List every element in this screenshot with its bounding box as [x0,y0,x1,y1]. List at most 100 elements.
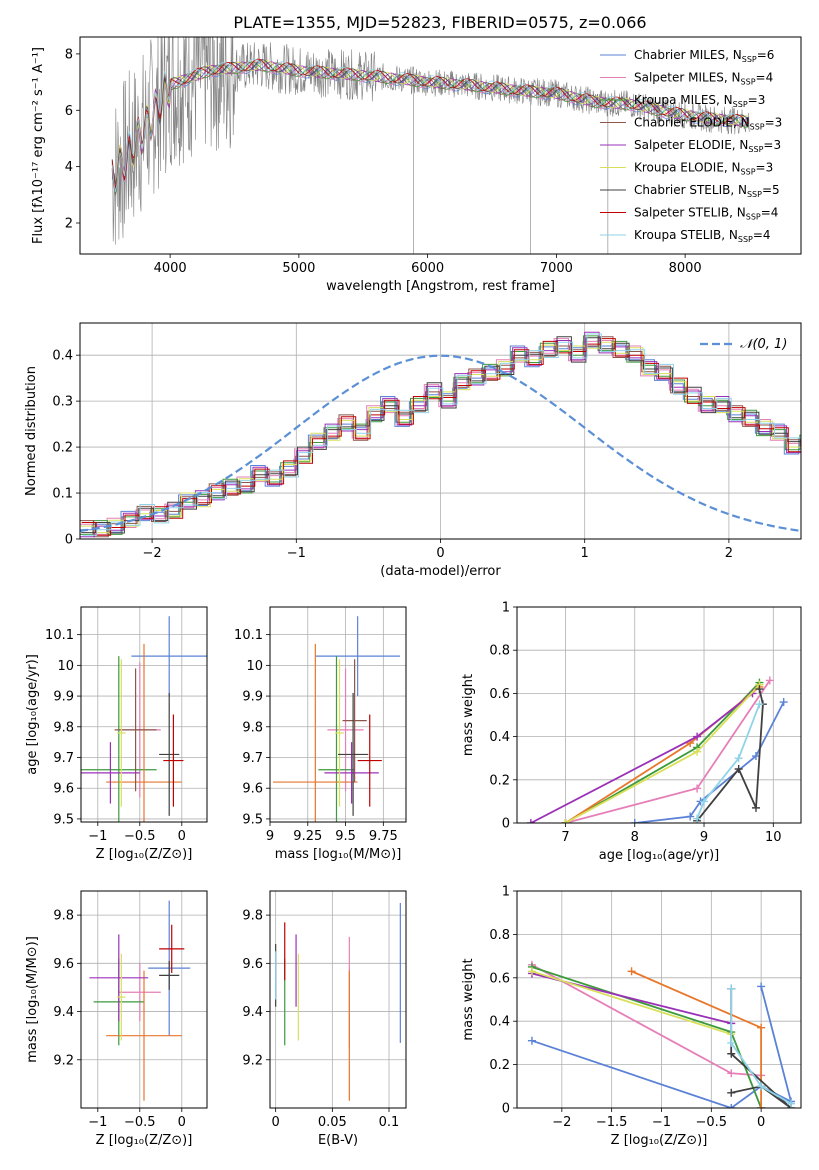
legend-label: Kroupa STELIB, NSSP=4 [634,228,771,244]
model-spectrum-line [111,61,749,196]
model-spectrum-line [111,60,749,185]
mass-weight-marker [751,803,760,812]
age-vs-z-panel-ytick-label: 9.9 [53,690,74,705]
residual-histogram [81,338,801,536]
model-spectrum-line [111,59,750,185]
spectrum-panel-ytick-label: 4 [65,160,73,175]
mass-vs-z-panel-ytick-label: 9.6 [53,957,74,972]
mass-weight-marker [734,765,743,773]
mass-vs-z-panel-ylabel: mass [log₁₀(M/M⊙)] [25,936,40,1063]
mass-vs-ebv-panel-frame [269,890,407,1109]
mass-weight-marker [757,1023,766,1032]
age-vs-mass-panel-ytick-label: 9.7 [242,751,263,766]
age-vs-mass-panel-xlabel: mass [log₁₀(M/M⊙)] [275,847,402,862]
figure-title: PLATE=1355, MJD=52823, FIBERID=0575, z=0… [233,13,646,32]
legend-label: Chabrier STELIB, NSSP=5 [634,183,780,199]
mass-weight-line [565,681,761,823]
mass-weight-vs-age-panel-frame [516,606,802,824]
mass-weight-line [531,966,762,1108]
age-vs-mass-panel-ytick-label: 10.1 [234,628,263,643]
mass-weight-vs-z-panel-ylabel: mass weight [461,958,476,1040]
mass-vs-z-panel-ytick-label: 9.8 [53,909,74,924]
model-spectrum-line [111,58,749,193]
mass-vs-ebv-panel-xtick-label: 0.1 [379,1115,400,1130]
mass-weight-vs-age-panel-xtick-label: 9 [700,830,708,845]
mass-weight-marker [757,982,766,991]
age-vs-z-panel-ytick-label: 9.6 [53,782,74,797]
model-spectrum-line [111,58,749,189]
spectrum-panel-plot-area [111,37,750,254]
mass-weight-marker [757,1082,766,1091]
mass-weight-vs-z-panel-xtick-label: −0.5 [696,1115,728,1130]
spectrum-panel-xlabel: wavelength [Angstrom, rest frame] [326,279,555,294]
mass-weight-marker [693,747,702,756]
age-vs-z-panel-xtick-label: −1 [88,829,107,844]
age-vs-mass-panel-xtick-label: 9.5 [335,829,356,844]
legend-label: Salpeter MILES, NSSP=4 [634,71,773,87]
age-vs-z-panel-plot-area [81,607,207,822]
mass-weight-vs-z-panel-frame [516,890,802,1109]
mass-weight-vs-age-panel-ytick-label: 0 [502,817,510,832]
mass-vs-ebv-panel-xtick-label: 0 [272,1115,280,1130]
mass-weight-marker [561,819,570,823]
mass-vs-ebv-panel-ytick-label: 9.2 [242,1053,263,1068]
age-vs-z-panel-frame [80,606,208,823]
residuals-panel-ytick-label: 0 [65,533,73,548]
mass-weight-marker [693,732,702,741]
mass-vs-z-panel: −1 −0.5 0 9.2 9.4 9.6 9.8 Z [log₁₀(Z/Z⊙)] mass [… [25,890,208,1148]
age-vs-z-panel-ytick-label: 10 [57,659,74,674]
model-spectrum-line [111,61,749,193]
age-vs-z-panel: −1 −0.5 0 9.5 9.6 9.7 9.8 9.9 10 10.1 Z [log₁₀(Z/Z… [25,606,208,862]
mass-weight-marker [787,1099,796,1108]
mass-weight-vs-z-panel-ytick-label: 0.4 [489,1015,510,1030]
mass-vs-z-panel-frame [80,890,208,1109]
mass-weight-vs-z-panel-ytick-label: 0.8 [489,928,510,943]
age-vs-mass-panel-xtick-label: 9.25 [293,829,322,844]
age-vs-mass-panel-ytick-label: 9.8 [242,720,263,735]
residual-histogram [81,336,801,534]
mass-weight-marker [527,967,536,976]
residuals-panel-frame [79,322,802,540]
residuals-panel-xtick-label: 0 [436,546,444,561]
age-vs-mass-panel-ytick-label: 10 [246,659,263,674]
mass-weight-line [730,988,792,1105]
mass-weight-vs-z-panel: −2 −1.5 −1 −0.5 0 0 0.2 0.4 0.6 0.8 1 Z [log₁₀(Z/Z⊙… [461,885,802,1148]
gaussian-reference-curve [80,354,801,532]
mass-weight-vs-age-panel-ytick-label: 0.2 [489,773,510,788]
mass-weight-line [531,970,732,1036]
mass-weight-vs-z-panel-ytick-label: 1 [502,885,510,900]
mass-weight-marker [727,1069,736,1078]
mass-weight-marker [727,1038,736,1047]
mass-weight-vs-z-panel-ytick-label: 0.6 [489,971,510,986]
mass-weight-marker [527,1036,536,1045]
mass-weight-marker [526,819,535,823]
mass-weight-vs-age-panel-ylabel: mass weight [461,674,476,756]
residuals-panel-xtick-label: −1 [287,546,306,561]
mass-weight-vs-z-panel-xtick-label: −2 [552,1115,571,1130]
residuals-panel-xtick-label: 1 [581,546,589,561]
mass-weight-vs-age-panel: 7 8 9 10 0 0.2 0.4 0.6 0.8 1 age [log₁₀(age/yr)] ma… [461,601,802,863]
age-vs-mass-panel-frame [269,606,407,823]
mass-weight-marker [765,676,774,685]
age-vs-z-panel-ylabel: age [log₁₀(age/yr)] [25,654,40,775]
residuals-panel-ytick-label: 0.1 [52,487,73,502]
mass-weight-marker [693,814,702,823]
age-vs-z-panel-xtick-label: 0 [178,829,186,844]
mass-weight-marker [734,754,743,763]
mass-vs-z-panel-xtick-label: −1 [88,1115,107,1130]
legend-label: 𝒩(0, 1) [740,337,787,352]
spectrum-panel-ytick-label: 6 [65,104,73,119]
mass-weight-vs-z-panel-ytick-label: 0.2 [489,1058,510,1073]
mass-vs-z-panel-xlabel: Z [log₁₀(Z/Z⊙)] [96,1133,193,1148]
mass-weight-marker [693,784,702,793]
residual-histogram [80,341,801,534]
spectrum-panel-ytick-label: 8 [65,47,73,62]
mass-weight-vs-z-panel-xtick-label: 0 [757,1115,765,1130]
mass-vs-ebv-panel: 0 0.05 0.1 9.2 9.4 9.6 9.8 E(B-V) [242,890,407,1148]
age-vs-mass-panel-ytick-label: 9.6 [242,782,263,797]
spectrum-panel-ylabel: Flux [fλ10⁻¹⁷ erg cm⁻² s⁻¹ A⁻¹] [31,47,46,244]
spectrum-panel-ytick-label: 2 [65,217,73,232]
mass-weight-vs-z-panel-xlabel: Z [log₁₀(Z/Z⊙)] [611,1133,708,1148]
mass-weight-marker [700,797,709,806]
residuals-panel-ylabel: Normed distribution [24,366,39,496]
